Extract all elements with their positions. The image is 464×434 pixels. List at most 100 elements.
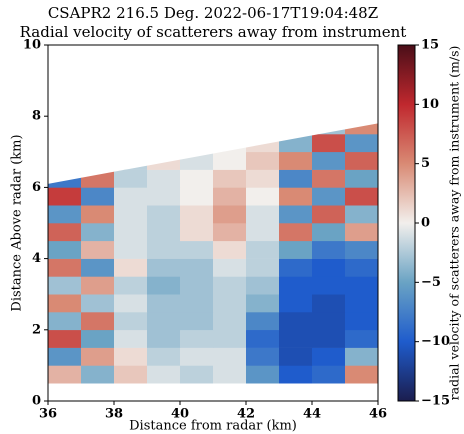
heatmap-cell <box>180 312 214 331</box>
heatmap-cell <box>114 187 148 206</box>
heatmap-cell <box>213 329 247 348</box>
y-tick-label: 2 <box>32 322 41 337</box>
heatmap-cell <box>279 134 313 153</box>
heatmap-cell <box>147 205 181 224</box>
heatmap-cell <box>48 329 82 348</box>
heatmap-cell <box>48 187 82 206</box>
heatmap-cell <box>114 205 148 224</box>
y-tick-label: 6 <box>32 180 41 195</box>
heatmap-cell <box>312 123 346 135</box>
colorbar-tick-label: −5 <box>421 275 441 290</box>
heatmap-cell <box>312 258 346 277</box>
colorbar-label: radial velocity of scatterers away from … <box>447 46 462 401</box>
heatmap-cell <box>279 312 313 331</box>
heatmap-cell <box>81 329 115 348</box>
heatmap-cell <box>279 258 313 277</box>
heatmap-cell <box>312 223 346 242</box>
heatmap-cell <box>312 169 346 188</box>
colorbar <box>397 44 416 402</box>
heatmap-cell <box>81 347 115 366</box>
heatmap-cell <box>81 258 115 277</box>
heatmap-cell <box>345 365 378 384</box>
heatmap-cell <box>114 258 148 277</box>
heatmap-cell <box>345 151 378 170</box>
heatmap-cell <box>213 294 247 313</box>
heatmap-cell <box>345 205 378 224</box>
heatmap-cell <box>48 223 82 242</box>
heatmap-cell <box>81 223 115 242</box>
heatmap-cell <box>246 365 280 384</box>
heatmap-cell <box>81 187 115 206</box>
heatmap-cell <box>180 329 214 348</box>
heatmap-cell <box>114 329 148 348</box>
colorbar-tick-label: 15 <box>421 38 439 53</box>
heatmap-cell <box>345 312 378 331</box>
chart-title: CSAPR2 216.5 Deg. 2022-06-17T19:04:48Z <box>48 4 378 22</box>
x-tick-label: 44 <box>303 407 321 422</box>
heatmap-cell <box>48 276 82 295</box>
x-tick-label: 40 <box>171 407 189 422</box>
heatmap-cell <box>213 134 247 153</box>
colorbar-tick-label: 0 <box>421 216 430 231</box>
heatmap-cell <box>345 347 378 366</box>
heatmap-cell <box>279 187 313 206</box>
heatmap-cell <box>81 312 115 331</box>
heatmap-cell <box>48 294 82 313</box>
heatmap-cell <box>345 329 378 348</box>
heatmap-cell <box>312 294 346 313</box>
heatmap-cell <box>147 169 181 188</box>
heatmap-cell <box>147 329 181 348</box>
y-axis-label: Distance Above radar (km) <box>10 134 25 311</box>
heatmap-cell <box>114 169 148 188</box>
x-tick-label: 46 <box>369 407 387 422</box>
heatmap-cell <box>114 294 148 313</box>
heatmap-cell <box>246 294 280 313</box>
colorbar-tick-label: 5 <box>421 156 430 171</box>
heatmap-cell <box>279 223 313 242</box>
heatmap-cell <box>279 205 313 224</box>
heatmap-cell <box>345 169 378 188</box>
heatmap-cell <box>246 240 280 259</box>
y-tick-label: 4 <box>32 251 41 266</box>
heatmap-cell <box>279 276 313 295</box>
heatmap-cell <box>48 312 82 331</box>
heatmap-cell <box>246 205 280 224</box>
heatmap-cell <box>180 258 214 277</box>
heatmap-cell <box>81 205 115 224</box>
heatmap-cell <box>114 223 148 242</box>
heatmap-cell <box>48 205 82 224</box>
plot-frame <box>47 44 379 402</box>
heatmap-cell <box>180 240 214 259</box>
heatmap-cell <box>48 169 82 188</box>
heatmap-cell <box>312 347 346 366</box>
heatmap-cell <box>312 240 346 259</box>
heatmap-cell <box>279 365 313 384</box>
heatmap-cell <box>279 240 313 259</box>
heatmap-cell <box>246 169 280 188</box>
colorbar-tick-label: −10 <box>421 334 450 349</box>
heatmap-cell <box>279 151 313 170</box>
heatmap-cell <box>312 205 346 224</box>
heatmap-cell <box>345 240 378 259</box>
heatmap-cell <box>345 134 378 153</box>
heatmap-cell <box>48 240 82 259</box>
heatmap-cell <box>81 240 115 259</box>
heatmap-cell <box>147 347 181 366</box>
heatmap-cell <box>246 187 280 206</box>
heatmap-cell <box>213 223 247 242</box>
heatmap-cell <box>147 151 181 170</box>
heatmap-cell <box>279 347 313 366</box>
heatmap-cell <box>345 258 378 277</box>
heatmap-cell <box>213 205 247 224</box>
heatmap-cell <box>147 312 181 331</box>
heatmap-cell <box>48 365 82 384</box>
heatmap-cell <box>48 347 82 366</box>
heatmap-cell <box>213 151 247 170</box>
heatmap-cell <box>180 151 214 170</box>
x-axis-label: Distance from radar (km) <box>129 419 297 434</box>
y-tick-label: 8 <box>32 109 41 124</box>
heatmap-cell <box>312 276 346 295</box>
heatmap-cell <box>213 365 247 384</box>
chart-subtitle: Radial velocity of scatterers away from … <box>20 23 407 41</box>
